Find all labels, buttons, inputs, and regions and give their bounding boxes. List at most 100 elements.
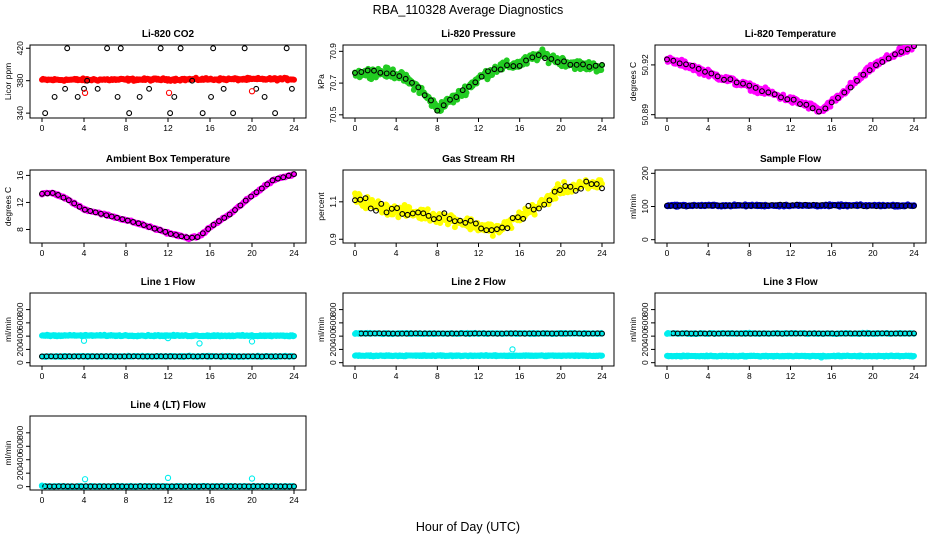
data-point: [396, 73, 403, 80]
y-tick-label: 70.9: [328, 43, 338, 60]
data-layer: [351, 177, 606, 239]
x-tick-label: 12: [163, 495, 173, 505]
data-point: [529, 54, 536, 61]
x-tick-label: 24: [289, 495, 299, 505]
data-point: [194, 234, 201, 241]
data-point: [510, 63, 517, 70]
series-hourly-average: [39, 171, 297, 241]
series-red-outliers: [81, 75, 256, 97]
data-point: [781, 202, 788, 208]
data-point: [428, 97, 434, 104]
x-tick-label: 8: [747, 123, 752, 133]
data-point: [848, 202, 855, 209]
data-point: [523, 57, 529, 64]
data-point: [177, 45, 184, 52]
x-tick-label: 0: [40, 123, 45, 133]
x-axis-label: Hour of Day (UTC): [416, 520, 520, 534]
x-tick-label: 16: [827, 248, 837, 258]
x-tick-label: 24: [289, 248, 299, 258]
data-point: [535, 52, 542, 59]
data-point: [898, 202, 905, 209]
data-point: [280, 174, 287, 181]
data-point: [827, 202, 834, 209]
data-point: [911, 352, 918, 359]
y-tick-label: 400: [15, 452, 25, 466]
data-point: [497, 66, 504, 73]
data-point: [39, 190, 45, 197]
data-point: [440, 102, 447, 109]
x-tick-label: 24: [289, 371, 299, 381]
data-point: [124, 217, 131, 224]
data-point: [373, 207, 379, 214]
y-axis-label: degrees C: [628, 62, 638, 101]
data-point: [835, 202, 842, 209]
data-point: [199, 110, 206, 117]
data-point: [81, 476, 89, 483]
data-point: [764, 202, 771, 209]
data-point: [695, 65, 702, 72]
chart-title: Gas Stream RH: [442, 154, 515, 165]
data-point: [898, 48, 905, 55]
data-point: [232, 207, 238, 213]
data-point: [126, 110, 133, 117]
data-point: [818, 202, 825, 208]
data-point: [676, 60, 683, 67]
data-point: [784, 96, 791, 103]
data-point: [425, 212, 432, 219]
data-point: [98, 210, 104, 217]
data-point: [80, 337, 88, 344]
data-point: [65, 197, 72, 204]
y-tick-label: 8: [15, 227, 25, 232]
data-layer: [664, 329, 918, 361]
y-tick-label: 200: [640, 166, 650, 180]
data-layer: [664, 45, 917, 115]
data-point: [593, 181, 600, 188]
data-layer: [39, 45, 297, 117]
x-tick-label: 24: [909, 371, 919, 381]
x-tick-label: 4: [394, 371, 399, 381]
data-point: [520, 215, 527, 222]
data-point: [844, 202, 850, 209]
x-tick-label: 12: [474, 123, 484, 133]
data-point: [49, 190, 56, 196]
data-point: [542, 55, 548, 62]
data-point: [535, 205, 542, 212]
data-point: [51, 93, 58, 100]
data-point: [478, 225, 485, 232]
data-point: [210, 221, 217, 228]
data-point: [860, 71, 867, 78]
x-tick-label: 16: [515, 248, 525, 258]
y-tick-label: 0: [640, 360, 650, 365]
x-tick-label: 20: [556, 371, 566, 381]
y-axis-label: kPa: [316, 74, 326, 89]
data-point: [283, 45, 290, 52]
data-point: [599, 61, 605, 68]
data-point: [258, 185, 265, 192]
y-tick-label: 600: [640, 316, 650, 330]
data-point: [818, 354, 825, 361]
y-tick-label: 800: [15, 425, 25, 439]
data-point: [183, 234, 190, 241]
x-tick-label: 20: [556, 248, 566, 258]
data-point: [114, 214, 121, 221]
x-tick-label: 16: [205, 371, 215, 381]
data-point: [664, 329, 672, 337]
data-point: [130, 219, 137, 225]
data-point: [87, 208, 94, 214]
data-point: [567, 61, 574, 68]
data-point: [171, 93, 178, 100]
x-tick-label: 8: [747, 248, 752, 258]
data-point: [164, 334, 172, 342]
data-point: [71, 200, 78, 207]
y-tick-label: 0: [328, 360, 338, 365]
x-tick-label: 16: [827, 123, 837, 133]
x-tick-label: 16: [205, 123, 215, 133]
x-tick-label: 8: [124, 495, 129, 505]
data-point: [202, 75, 209, 82]
chart-title: Li-820 Temperature: [745, 29, 837, 40]
plot-frame: [29, 415, 307, 491]
x-tick-label: 8: [124, 371, 129, 381]
